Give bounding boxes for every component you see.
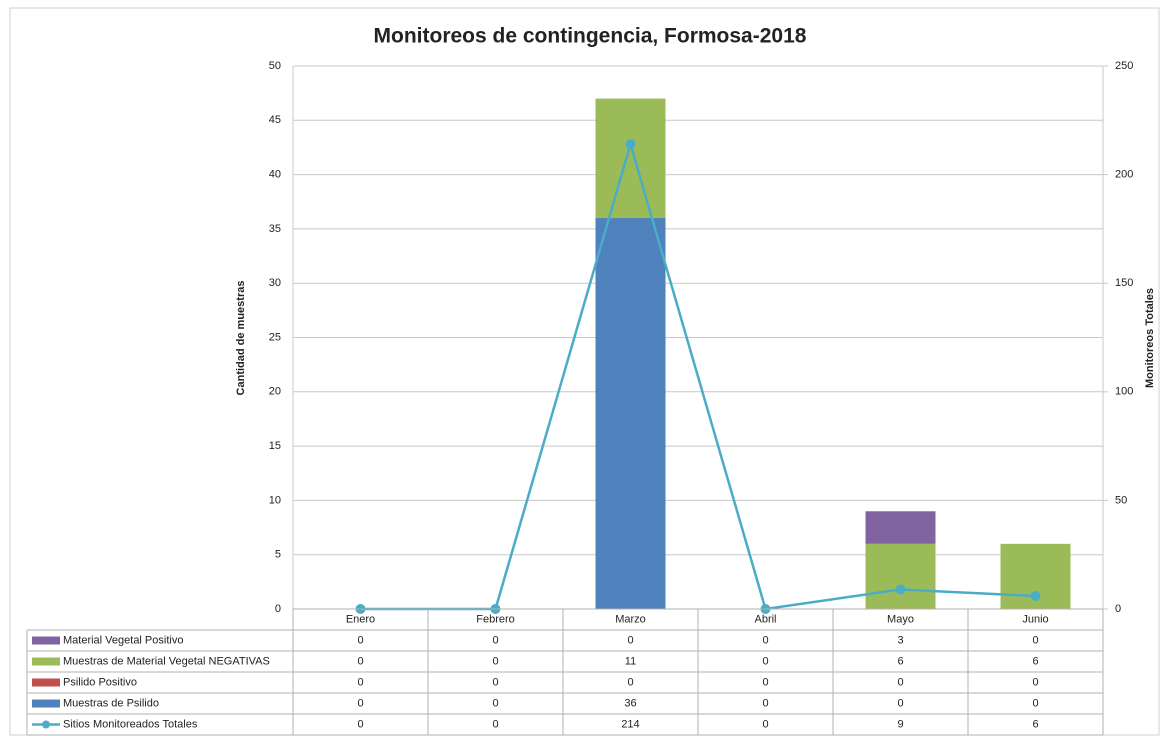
legend-key xyxy=(32,636,60,645)
x-tick-label: Enero xyxy=(346,613,375,625)
table-value: 0 xyxy=(762,697,768,709)
legend-label: Psilido Positivo xyxy=(63,676,137,688)
y-tick-label: 10 xyxy=(269,494,281,506)
legend-key xyxy=(32,657,60,666)
y-tick-label: 15 xyxy=(269,440,281,452)
y-tick-label: 45 xyxy=(269,114,281,126)
table-value: 0 xyxy=(1032,697,1038,709)
chart-title: Monitoreos de contingencia, Formosa-2018 xyxy=(374,25,807,48)
table-value: 0 xyxy=(492,655,498,667)
bar-segment xyxy=(595,218,666,610)
table-value: 0 xyxy=(357,718,363,730)
legend-label: Material Vegetal Positivo xyxy=(63,634,183,646)
y-tick-label: 5 xyxy=(275,549,281,561)
y-tick-label: 0 xyxy=(275,603,281,615)
table-value: 3 xyxy=(897,634,903,646)
line-marker xyxy=(625,139,636,150)
y-tick-label: 25 xyxy=(269,331,281,343)
bar-segment xyxy=(865,543,936,609)
legend-label: Muestras de Material Vegetal NEGATIVAS xyxy=(63,655,270,667)
x-tick-label: Marzo xyxy=(615,613,646,625)
legend-key xyxy=(42,720,50,729)
table-value: 0 xyxy=(762,718,768,730)
y2-tick-label: 50 xyxy=(1115,494,1127,506)
table-value: 0 xyxy=(762,676,768,688)
legend-label: Sitios Monitoreados Totales xyxy=(63,718,198,730)
y2-tick-label: 100 xyxy=(1115,386,1133,398)
table-value: 0 xyxy=(897,697,903,709)
x-tick-label: Mayo xyxy=(887,613,914,625)
chart-frame xyxy=(9,7,1160,736)
y-tick-label: 50 xyxy=(269,60,281,72)
y2-axis-label: Monitoreos Totales xyxy=(1144,288,1156,388)
y2-tick-label: 200 xyxy=(1115,169,1133,181)
y2-tick-label: 250 xyxy=(1115,60,1133,72)
y2-tick-label: 150 xyxy=(1115,277,1133,289)
table-value: 0 xyxy=(357,655,363,667)
table-value: 0 xyxy=(492,697,498,709)
table-value: 0 xyxy=(1032,676,1038,688)
line-marker xyxy=(1030,590,1041,601)
x-tick-label: Junio xyxy=(1022,613,1048,625)
legend-label: Muestras de Psilido xyxy=(63,697,159,709)
table-value: 0 xyxy=(1032,634,1038,646)
table-value: 0 xyxy=(357,676,363,688)
bar-segment xyxy=(595,98,666,219)
table-value: 0 xyxy=(492,676,498,688)
table-value: 9 xyxy=(897,718,903,730)
table-value: 0 xyxy=(357,697,363,709)
table-value: 0 xyxy=(492,718,498,730)
bar-segment xyxy=(865,511,936,544)
table-value: 0 xyxy=(627,676,633,688)
table-value: 0 xyxy=(627,634,633,646)
legend-key xyxy=(32,678,60,687)
table-value: 11 xyxy=(625,655,636,667)
x-tick-label: Abril xyxy=(754,613,776,625)
table-value: 0 xyxy=(357,634,363,646)
y2-tick-label: 0 xyxy=(1115,603,1121,615)
y-tick-label: 35 xyxy=(269,223,281,235)
table-value: 36 xyxy=(624,697,636,709)
table-value: 0 xyxy=(762,655,768,667)
line-marker xyxy=(895,584,906,595)
table-value: 0 xyxy=(492,634,498,646)
y-tick-label: 20 xyxy=(269,386,281,398)
table-value: 6 xyxy=(1032,655,1038,667)
x-tick-label: Febrero xyxy=(476,613,515,625)
table-value: 0 xyxy=(762,634,768,646)
table-value: 6 xyxy=(897,655,903,667)
y-tick-label: 40 xyxy=(269,169,281,181)
table-value: 6 xyxy=(1032,718,1038,730)
table-value: 0 xyxy=(897,676,903,688)
y-tick-label: 30 xyxy=(269,277,281,289)
legend-key xyxy=(32,699,60,708)
y-axis-label: Cantidad de muestras xyxy=(235,281,247,396)
table-value: 214 xyxy=(621,718,639,730)
